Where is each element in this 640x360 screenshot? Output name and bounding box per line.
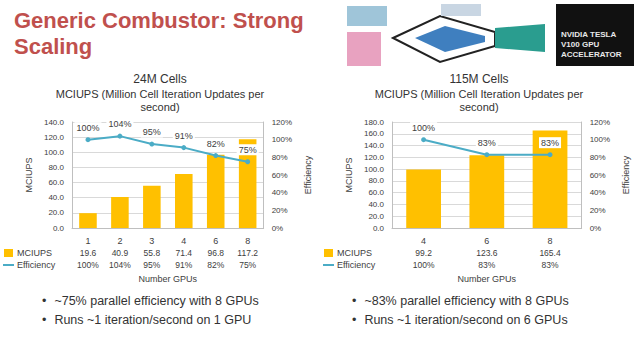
svg-text:second): second) [459, 101, 498, 113]
svg-text:75%: 75% [239, 145, 257, 155]
svg-text:55.8: 55.8 [144, 248, 161, 258]
svg-text:83%: 83% [542, 260, 559, 270]
svg-text:40%: 40% [272, 188, 288, 197]
svg-text:MCIUPS: MCIUPS [337, 248, 372, 258]
svg-text:80.0: 80.0 [368, 176, 384, 185]
svg-text:60%: 60% [272, 171, 288, 180]
svg-text:20%: 20% [272, 206, 288, 215]
svg-text:83%: 83% [541, 138, 559, 148]
svg-text:20.0: 20.0 [48, 208, 64, 217]
svg-text:6: 6 [213, 236, 218, 246]
svg-text:100%: 100% [76, 123, 99, 133]
svg-text:115M Cells: 115M Cells [449, 72, 508, 86]
svg-text:120.0: 120.0 [44, 133, 65, 142]
svg-text:0.0: 0.0 [373, 224, 385, 233]
svg-text:83%: 83% [478, 138, 496, 148]
svg-text:20%: 20% [590, 206, 606, 215]
svg-text:0.0: 0.0 [53, 224, 65, 233]
svg-text:95%: 95% [143, 127, 161, 137]
svg-text:1: 1 [85, 236, 90, 246]
svg-text:8: 8 [245, 236, 250, 246]
svg-text:104%: 104% [109, 260, 131, 270]
svg-text:91%: 91% [175, 260, 192, 270]
svg-text:6: 6 [484, 236, 489, 246]
svg-text:MCIUPS (Million Cell Iteration: MCIUPS (Million Cell Iteration Updates p… [56, 88, 265, 100]
svg-text:0%: 0% [590, 224, 602, 233]
html-text:Runs ~1 iteration/second on 1: Runs ~1 iteration/second on 1 GPU [54, 313, 252, 327]
svg-text:100.0: 100.0 [44, 148, 65, 157]
svg-text:117.2: 117.2 [237, 248, 258, 258]
svg-text:120%: 120% [590, 118, 610, 127]
svg-text:MCIUPS (Million Cell Iteration: MCIUPS (Million Cell Iteration Updates p… [375, 88, 584, 100]
svg-text:104%: 104% [108, 119, 131, 129]
svg-text:MCIUPS: MCIUPS [24, 157, 34, 192]
svg-text:8: 8 [548, 236, 553, 246]
svg-text:0%: 0% [272, 224, 284, 233]
html-text:Runs ~1 iteration/second on 6: Runs ~1 iteration/second on 6 GPUs [364, 313, 568, 327]
svg-text:100%: 100% [272, 135, 292, 144]
svg-text:140.0: 140.0 [44, 118, 65, 127]
svg-text:60.0: 60.0 [48, 178, 64, 187]
svg-text:Number GPUs: Number GPUs [458, 274, 517, 284]
svg-text:82%: 82% [207, 260, 224, 270]
svg-text:180.0: 180.0 [364, 118, 385, 127]
svg-text:60%: 60% [590, 171, 606, 180]
svg-text:80%: 80% [272, 153, 288, 162]
svg-text:91%: 91% [175, 131, 193, 141]
html-text:~83% parallel efficiency with: ~83% parallel efficiency with 8 GPUs [364, 294, 569, 308]
svg-text:140.0: 140.0 [364, 141, 385, 150]
svg-text:40.9: 40.9 [112, 248, 129, 258]
svg-text:40%: 40% [590, 188, 606, 197]
svg-text:40.0: 40.0 [48, 193, 64, 202]
svg-text:Number GPUs: Number GPUs [139, 274, 198, 284]
svg-text:Efficiency: Efficiency [303, 155, 313, 194]
svg-text:3: 3 [149, 236, 154, 246]
svg-text:123.6: 123.6 [476, 248, 498, 258]
svg-text:24M Cells: 24M Cells [133, 72, 186, 86]
svg-text:96.8: 96.8 [207, 248, 224, 258]
svg-text:99.2: 99.2 [415, 248, 432, 258]
svg-text:100.0: 100.0 [364, 165, 385, 174]
html-text:Generic Combustor: Strong Scal: Generic Combustor: Strong Scaling [14, 8, 304, 59]
html-text:NVIDIA TESLA V100 GPU ACCELERA: NVIDIA TESLA V100 GPU ACCELERATOR [561, 30, 622, 59]
svg-text:60.0: 60.0 [368, 188, 384, 197]
svg-text:75%: 75% [239, 260, 256, 270]
svg-text:83%: 83% [478, 260, 495, 270]
svg-text:120.0: 120.0 [364, 153, 385, 162]
svg-text:80.0: 80.0 [48, 163, 64, 172]
svg-text:Efficiency: Efficiency [337, 260, 376, 270]
svg-text:second): second) [140, 101, 179, 113]
svg-text:4: 4 [181, 236, 186, 246]
svg-text:4: 4 [421, 236, 426, 246]
svg-text:19.6: 19.6 [80, 248, 97, 258]
html-text:~75% parallel efficiency with: ~75% parallel efficiency with 8 GPUs [54, 294, 259, 308]
svg-text:2: 2 [117, 236, 122, 246]
svg-text:MCIUPS: MCIUPS [344, 157, 354, 192]
svg-text:20.0: 20.0 [368, 212, 384, 221]
svg-text:80%: 80% [590, 153, 606, 162]
svg-text:100%: 100% [413, 260, 435, 270]
svg-text:Efficiency: Efficiency [17, 260, 56, 270]
svg-text:95%: 95% [143, 260, 160, 270]
svg-text:82%: 82% [207, 139, 225, 149]
svg-text:100%: 100% [412, 123, 435, 133]
svg-text:40.0: 40.0 [368, 200, 384, 209]
svg-text:MCIUPS: MCIUPS [17, 248, 52, 258]
svg-text:160.0: 160.0 [364, 129, 385, 138]
svg-text:100%: 100% [77, 260, 99, 270]
svg-text:71.4: 71.4 [176, 248, 193, 258]
svg-text:100%: 100% [590, 135, 610, 144]
svg-text:165.4: 165.4 [539, 248, 561, 258]
svg-text:Efficiency: Efficiency [621, 155, 631, 194]
svg-text:120%: 120% [272, 118, 292, 127]
